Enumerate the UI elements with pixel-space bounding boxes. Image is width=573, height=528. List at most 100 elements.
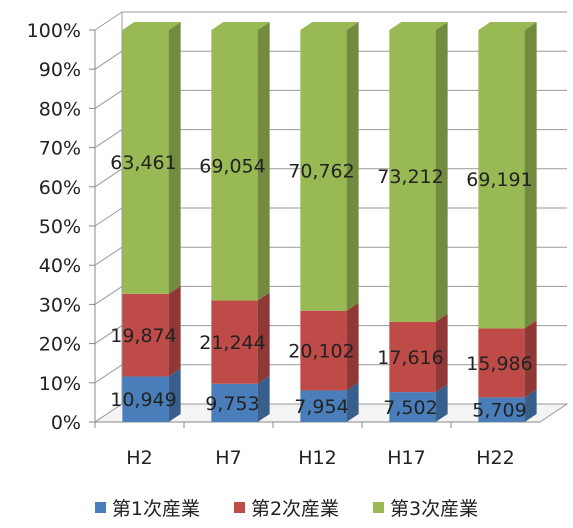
bar-segment-h12-s1	[300, 382, 359, 422]
bar-side	[168, 368, 181, 422]
legend-swatch-tertiary	[373, 501, 385, 513]
gridline-side	[94, 50, 123, 70]
bar-front	[122, 30, 169, 294]
bar-side	[524, 389, 537, 422]
bar-front	[211, 30, 258, 301]
bar-front	[478, 30, 525, 329]
bar-segment-h7-s2	[211, 292, 270, 384]
y-tick-label: 0%	[51, 412, 81, 434]
bar-front	[122, 376, 169, 422]
legend-item-primary: 第1次産業	[94, 494, 200, 521]
y-tick-label: 90%	[39, 59, 81, 81]
bar-side	[435, 384, 448, 422]
bar-side	[524, 320, 537, 398]
bar-side	[435, 22, 448, 322]
data-label: 19,874	[110, 325, 176, 347]
stacked-bar-chart: 0% 10% 20% 30% 40% 50% 60% 70% 80% 90% 100% H2 10,94…	[27, 11, 569, 469]
bar-segment-h7-s3	[211, 22, 270, 301]
bar-side	[168, 22, 181, 294]
legend: 第1次産業 第2次産業 第3次産業	[0, 492, 573, 522]
x-tick-label: H17	[387, 447, 425, 469]
bar-front	[300, 30, 347, 311]
bar-side	[257, 292, 270, 384]
gridline-side	[94, 325, 123, 345]
legend-item-tertiary: 第3次産業	[373, 494, 478, 521]
gridline-side	[94, 207, 123, 227]
legend-swatch-primary	[94, 501, 106, 513]
bar-top-cap	[300, 22, 359, 30]
bar-segment-h17-s2	[389, 313, 448, 393]
y-tick-label: 40%	[39, 255, 81, 277]
bar-front	[389, 321, 436, 393]
bar-front	[211, 300, 258, 384]
data-label: 20,102	[288, 341, 354, 363]
y-tick-label: 50%	[39, 216, 81, 238]
data-label: 69,191	[466, 169, 532, 191]
data-label: 21,244	[199, 332, 265, 354]
bar-segment-h22-s3	[478, 22, 537, 329]
data-label: 10,949	[110, 389, 176, 411]
bar-front	[389, 30, 436, 322]
bar-segment-h12-s3	[300, 22, 359, 311]
data-label: 63,461	[110, 152, 176, 174]
bar-segment-h2-s1	[122, 368, 181, 422]
gridline-side	[94, 129, 123, 149]
x-tick-label: H2	[126, 447, 152, 469]
data-label: 69,054	[199, 155, 265, 177]
bar-front	[211, 383, 258, 422]
legend-item-secondary: 第2次産業	[233, 494, 340, 521]
bar-segment-h17-s1	[389, 384, 448, 422]
bar-side	[168, 285, 181, 377]
data-label: 5,709	[472, 400, 526, 422]
bar-top-cap	[478, 22, 537, 30]
bar-side	[435, 313, 448, 393]
bar-top-cap	[389, 22, 448, 30]
bar-segment-h12-s2	[300, 302, 359, 391]
y-tick-label: 10%	[39, 373, 81, 395]
bar-side	[346, 382, 359, 422]
bar-segment-h22-s2	[478, 320, 537, 398]
x-tick-label: H12	[298, 447, 336, 469]
bar-front	[122, 293, 169, 377]
bar-front	[478, 328, 525, 398]
y-tick-label: 60%	[39, 177, 81, 199]
data-label: 73,212	[377, 166, 443, 188]
data-label: 17,616	[377, 347, 443, 369]
bar-front	[300, 310, 347, 391]
y-tick-label: 20%	[39, 334, 81, 356]
gridline-side	[94, 89, 123, 109]
bar-top-cap	[122, 22, 181, 30]
legend-label-secondary: 第2次産業	[250, 497, 340, 520]
data-label: 7,502	[383, 397, 437, 419]
bar-segment-h17-s3	[389, 22, 448, 322]
gridline-side	[94, 11, 123, 31]
bar-top-cap	[211, 22, 270, 30]
bar-side	[524, 22, 537, 329]
bar-side	[346, 22, 359, 311]
data-label: 15,986	[466, 353, 532, 375]
gridline-side	[94, 364, 123, 384]
y-tick-label: 80%	[39, 98, 81, 120]
bar-side	[257, 22, 270, 301]
y-tick-label: 30%	[39, 294, 81, 316]
bar-side	[346, 302, 359, 391]
data-label: 7,954	[294, 396, 348, 418]
bar-segment-h22-s1	[478, 389, 537, 422]
bar-segment-h2-s3	[122, 22, 181, 294]
bar-front	[300, 390, 347, 422]
bar-segment-h2-s2	[122, 285, 181, 377]
x-tick-label: H22	[476, 447, 514, 469]
bar-segment-h7-s1	[211, 375, 270, 422]
gridline-side	[94, 285, 123, 305]
legend-label-primary: 第1次産業	[111, 497, 200, 520]
bar-front	[389, 392, 436, 422]
bar-side	[257, 375, 270, 422]
legend-swatch-secondary	[233, 501, 245, 513]
x-tick-label: H7	[215, 447, 241, 469]
y-tick-label: 100%	[27, 20, 81, 42]
bar-front	[478, 397, 525, 422]
legend-label-tertiary: 第3次産業	[390, 497, 479, 520]
data-label: 9,753	[205, 393, 259, 415]
y-tick-label: 70%	[39, 138, 81, 160]
